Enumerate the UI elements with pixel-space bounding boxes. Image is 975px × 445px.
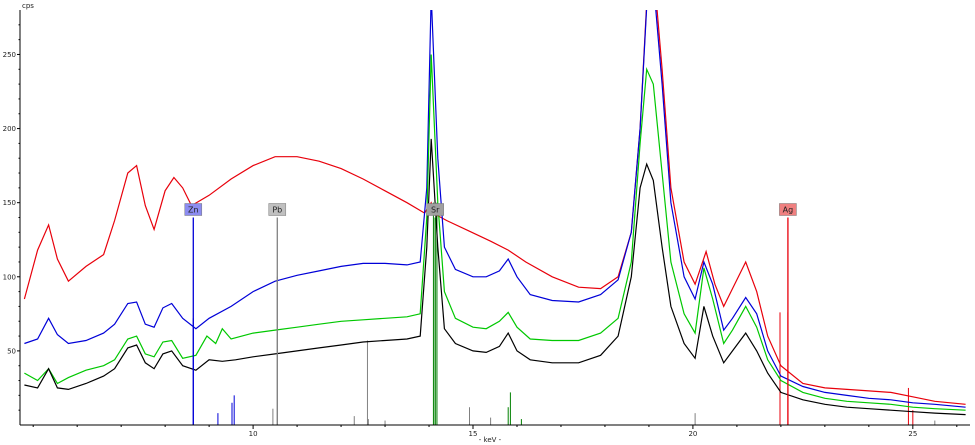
- plot-background: [20, 10, 970, 425]
- series-line-1: [24, 10, 966, 408]
- y-axis-label: cps: [22, 2, 34, 10]
- y-tick-label-50: 50: [7, 347, 16, 355]
- x-tick-label-10: 10: [249, 430, 258, 438]
- marker-tag-sr: [426, 203, 444, 216]
- y-tick-label-250: 250: [3, 51, 16, 59]
- series-line-2: [24, 54, 966, 411]
- series-layer: [23, 10, 966, 416]
- y-tick-label-150: 150: [3, 199, 16, 207]
- y-tick-label-200: 200: [3, 125, 16, 133]
- series-line-3: [24, 138, 966, 416]
- y-ticks: 50 100 150 200 250: [3, 24, 20, 411]
- x-tick-label-25: 25: [908, 430, 917, 438]
- marker-label-pb: Pb: [272, 206, 282, 215]
- x-tick-label-20: 20: [688, 430, 697, 438]
- x-tick-label-15: 15: [469, 430, 478, 438]
- marker-tag-zn: [184, 203, 203, 216]
- marker-label-zn: Zn: [188, 206, 199, 215]
- series-line-0: [23, 10, 966, 405]
- y-tick-label-100: 100: [3, 273, 16, 281]
- x-axis-label: - keV -: [479, 436, 502, 444]
- marker-label-sr: Sr: [431, 206, 440, 215]
- marker-tag-pb: [268, 203, 287, 216]
- x-ticks: 10 15 20 25: [32, 425, 958, 438]
- element-markers: Zn Pb Sr Ag: [184, 203, 797, 425]
- marker-label-ag: Ag: [783, 206, 794, 215]
- marker-tag-ag: [779, 203, 797, 216]
